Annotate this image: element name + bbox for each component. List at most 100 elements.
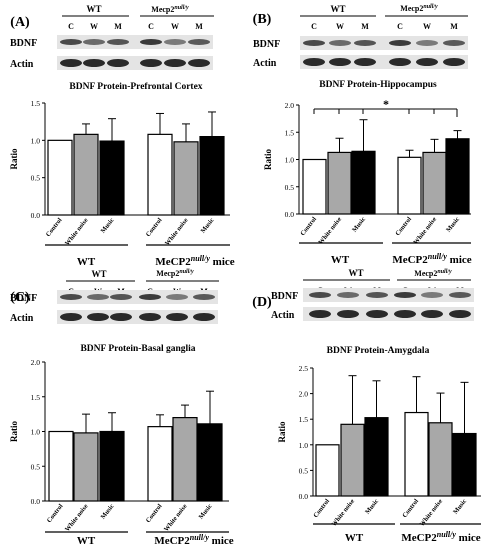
blot-band (389, 58, 411, 66)
blot-band (110, 313, 132, 321)
blot-band (309, 292, 331, 298)
blot-band (416, 40, 438, 46)
y-tick-label: 1.0 (31, 136, 41, 145)
lane-label: M (450, 22, 458, 31)
lane-label: W (90, 22, 98, 31)
blot-band (166, 294, 188, 300)
blot-band (303, 40, 325, 46)
y-tick-label: 0.5 (299, 466, 309, 475)
blot-row-label: BDNF (271, 291, 298, 302)
category-label: Control (312, 498, 331, 519)
blot-strip (57, 290, 218, 304)
group-label-mutant: MeCP2null/y mice (401, 530, 480, 544)
blot-band (140, 39, 162, 45)
y-axis-label: Ratio (9, 421, 19, 442)
bar (147, 133, 173, 216)
blot-band (449, 310, 471, 318)
y-axis-label: Ratio (263, 149, 273, 170)
panel-label: (B) (253, 12, 272, 27)
bar (302, 158, 327, 215)
bar (173, 141, 199, 216)
category-label: White noise (163, 503, 189, 533)
blot-band (164, 59, 186, 67)
bar (404, 411, 429, 497)
blot-row-label: BDNF (10, 38, 37, 49)
blot-band (87, 294, 109, 300)
category-label: Music (351, 216, 367, 234)
significance-marker: * (383, 97, 389, 111)
blot-band (443, 40, 465, 46)
lane-label: W (336, 22, 344, 31)
category-label: White noise (317, 216, 343, 246)
blot-band (60, 294, 82, 300)
group-label-mutant: MeCP2null/y mice (154, 533, 233, 547)
blot-band (87, 313, 109, 321)
blot-band (421, 310, 443, 318)
y-tick-label: 1.5 (31, 99, 41, 108)
blot-band (60, 59, 82, 67)
blot-strip (303, 288, 474, 302)
blot-band (140, 59, 162, 67)
bar (73, 133, 99, 216)
bar (147, 426, 173, 502)
y-tick-label: 1.0 (285, 156, 295, 165)
blot-band (354, 40, 376, 46)
blot-band (366, 310, 388, 318)
blot-strip (57, 35, 213, 49)
blot-strip (300, 55, 468, 69)
blot-strip (300, 36, 468, 50)
category-label: Control (299, 216, 318, 237)
blot-band (443, 58, 465, 66)
blot-mut-label: Mecp2null/y (400, 4, 438, 13)
bar (197, 423, 223, 502)
blot-wt-label: WT (91, 269, 106, 279)
blot-wt-label: WT (330, 4, 345, 14)
blot-band (337, 292, 359, 298)
category-label: Music (364, 498, 380, 516)
lane-label: C (148, 22, 154, 31)
blot-band (193, 294, 215, 300)
bar (364, 417, 389, 497)
panel-1: (B) WT Mecp2null/y C W M C W M BDNF Actin BDNF Prot… (253, 4, 472, 266)
chart-title: BDNF Protein-Basal ganglia (80, 344, 195, 354)
bar (327, 151, 352, 215)
category-label: Control (401, 498, 420, 519)
blot-band (394, 292, 416, 298)
category-label: White noise (164, 217, 190, 247)
y-tick-label: 0.5 (285, 183, 295, 192)
y-tick-label: 0.5 (31, 462, 41, 471)
group-label-wt: WT (77, 535, 96, 547)
bar (428, 422, 453, 497)
group-label-wt: WT (77, 256, 96, 268)
category-label: Control (394, 216, 413, 237)
y-tick-label: 1.5 (31, 393, 41, 402)
bar (340, 423, 365, 497)
bar (445, 138, 470, 215)
blot-row-label: BDNF (253, 39, 280, 50)
lane-label: W (423, 22, 431, 31)
bar (452, 432, 477, 497)
category-label: White noise (64, 217, 90, 247)
blot-band (354, 58, 376, 66)
blot-band (188, 59, 210, 67)
blot-row-label: BDNF (10, 293, 37, 304)
y-tick-label: 0.0 (299, 492, 309, 501)
y-tick-label: 0.0 (31, 211, 41, 220)
blot-band (389, 40, 411, 46)
category-label: Music (100, 217, 116, 235)
bar (422, 151, 447, 215)
category-label: Control (45, 217, 64, 238)
blot-band (394, 310, 416, 318)
group-label-wt: WT (331, 254, 350, 266)
category-label: Control (145, 217, 164, 238)
y-axis-label: Ratio (9, 148, 19, 169)
blot-band (83, 39, 105, 45)
y-tick-label: 0.5 (31, 174, 41, 183)
y-tick-label: 2.0 (299, 390, 309, 399)
blot-row-label: Actin (10, 313, 34, 324)
bar (73, 432, 99, 502)
category-label: Control (46, 503, 65, 524)
category-label: Music (200, 217, 216, 235)
blot-mut-label: Mecp2null/y (414, 269, 452, 278)
chart-title: BDNF Protein-Amygdala (327, 346, 430, 356)
